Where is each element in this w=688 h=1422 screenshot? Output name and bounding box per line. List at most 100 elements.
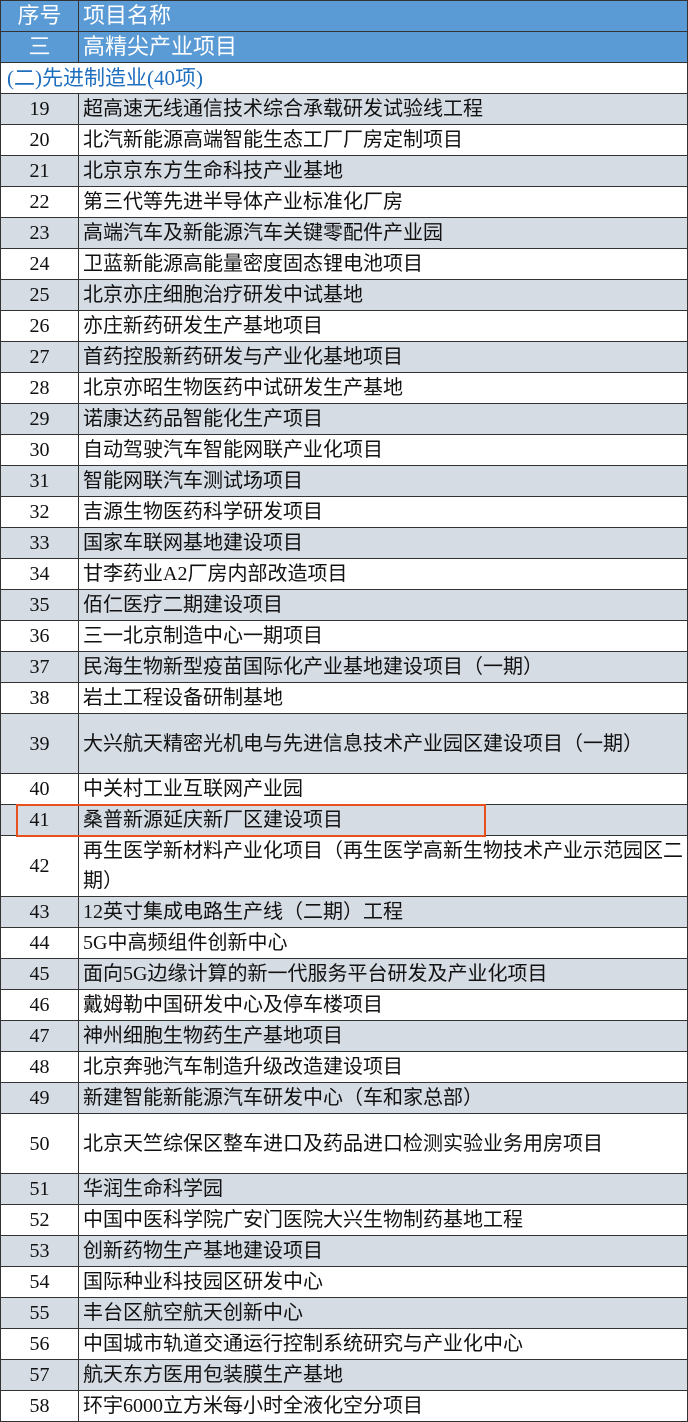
row-num: 35 — [0, 589, 79, 621]
row-name: 亦庄新药研发生产基地项目 — [78, 310, 688, 342]
category-row: 三 高精尖产业项目 — [0, 31, 688, 63]
table-row: 31 智能网联汽车测试场项目 — [0, 465, 688, 497]
row-name: 北汽新能源高端智能生态工厂厂房定制项目 — [78, 124, 688, 156]
row-name: 12英寸集成电路生产线（二期）工程 — [78, 896, 688, 928]
row-name: 北京亦庄细胞治疗研发中试基地 — [78, 279, 688, 311]
row-name: 自动驾驶汽车智能网联产业化项目 — [78, 434, 688, 466]
row-num: 47 — [0, 1020, 79, 1052]
row-num: 51 — [0, 1173, 79, 1205]
table-row: 51 华润生命科学园 — [0, 1173, 688, 1205]
table-row: 29 诺康达药品智能化生产项目 — [0, 403, 688, 435]
table-row: 28 北京亦昭生物医药中试研发生产基地 — [0, 372, 688, 404]
row-name: 北京天竺综保区整车进口及药品进口检测实验业务用房项目 — [78, 1113, 688, 1174]
row-name: 诺康达药品智能化生产项目 — [78, 403, 688, 435]
table-row: 41 桑普新源延庆新厂区建设项目 — [0, 804, 688, 836]
row-name: 吉源生物医药科学研发项目 — [78, 496, 688, 528]
row-name: 神州细胞生物药生产基地项目 — [78, 1020, 688, 1052]
table-row: 32 吉源生物医药科学研发项目 — [0, 496, 688, 528]
row-num: 48 — [0, 1051, 79, 1083]
table-row: 27 首药控股新药研发与产业化基地项目 — [0, 341, 688, 373]
row-num: 19 — [0, 93, 79, 125]
row-name: 新建智能新能源汽车研发中心（车和家总部） — [78, 1082, 688, 1114]
row-num: 38 — [0, 682, 79, 714]
row-name: 超高速无线通信技术综合承载研发试验线工程 — [78, 93, 688, 125]
header-name: 项目名称 — [78, 0, 688, 32]
row-num: 21 — [0, 155, 79, 187]
table-row: 23 高端汽车及新能源汽车关键零配件产业园 — [0, 217, 688, 249]
table-row: 45 面向5G边缘计算的新一代服务平台研发及产业化项目 — [0, 958, 688, 990]
table-row: 49 新建智能新能源汽车研发中心（车和家总部） — [0, 1082, 688, 1114]
row-name: 民海生物新型疫苗国际化产业基地建设项目（一期） — [78, 651, 688, 683]
row-num: 27 — [0, 341, 79, 373]
row-name: 丰台区航空航天创新中心 — [78, 1297, 688, 1329]
table-row: 36 三一北京制造中心一期项目 — [0, 620, 688, 652]
table-row: 33 国家车联网基地建设项目 — [0, 527, 688, 559]
table-row: 19 超高速无线通信技术综合承载研发试验线工程 — [0, 93, 688, 125]
row-name: 5G中高频组件创新中心 — [78, 927, 688, 959]
table-row: 57 航天东方医用包装膜生产基地 — [0, 1359, 688, 1391]
row-num: 34 — [0, 558, 79, 590]
row-num: 49 — [0, 1082, 79, 1114]
row-name: 卫蓝新能源高能量密度固态锂电池项目 — [78, 248, 688, 280]
row-num: 37 — [0, 651, 79, 683]
table-row: 40 中关村工业互联网产业园 — [0, 773, 688, 805]
table-row: 24 卫蓝新能源高能量密度固态锂电池项目 — [0, 248, 688, 280]
table-row: 39 大兴航天精密光机电与先进信息技术产业园区建设项目（一期） — [0, 713, 688, 774]
table-row: 26 亦庄新药研发生产基地项目 — [0, 310, 688, 342]
row-num: 29 — [0, 403, 79, 435]
table-row: 46 戴姆勒中国研发中心及停车楼项目 — [0, 989, 688, 1021]
table-row: 53 创新药物生产基地建设项目 — [0, 1235, 688, 1267]
table-row: 21 北京京东方生命科技产业基地 — [0, 155, 688, 187]
row-num: 57 — [0, 1359, 79, 1391]
row-num: 50 — [0, 1113, 79, 1174]
table-row: 52 中国中医科学院广安门医院大兴生物制药基地工程 — [0, 1204, 688, 1236]
row-name: 面向5G边缘计算的新一代服务平台研发及产业化项目 — [78, 958, 688, 990]
table-row: 22 第三代等先进半导体产业标准化厂房 — [0, 186, 688, 218]
table-row: 34 甘李药业A2厂房内部改造项目 — [0, 558, 688, 590]
row-name: 大兴航天精密光机电与先进信息技术产业园区建设项目（一期） — [78, 713, 688, 774]
row-num: 53 — [0, 1235, 79, 1267]
row-num: 43 — [0, 896, 79, 928]
row-name: 佰仁医疗二期建设项目 — [78, 589, 688, 621]
row-name: 环宇6000立方米每小时全液化空分项目 — [78, 1390, 688, 1422]
row-num: 56 — [0, 1328, 79, 1360]
header-row: 序号 项目名称 — [0, 0, 688, 32]
table-row: 50 北京天竺综保区整车进口及药品进口检测实验业务用房项目 — [0, 1113, 688, 1174]
table-row: 47 神州细胞生物药生产基地项目 — [0, 1020, 688, 1052]
category-name: 高精尖产业项目 — [78, 31, 688, 63]
row-num: 33 — [0, 527, 79, 559]
row-name: 桑普新源延庆新厂区建设项目 — [78, 804, 688, 836]
row-num: 20 — [0, 124, 79, 156]
table-row: 54 国际种业科技园区研发中心 — [0, 1266, 688, 1298]
row-num: 46 — [0, 989, 79, 1021]
row-num: 26 — [0, 310, 79, 342]
row-num: 32 — [0, 496, 79, 528]
row-num: 58 — [0, 1390, 79, 1422]
row-num: 44 — [0, 927, 79, 959]
row-name: 智能网联汽车测试场项目 — [78, 465, 688, 497]
row-name: 航天东方医用包装膜生产基地 — [78, 1359, 688, 1391]
category-num: 三 — [0, 31, 79, 63]
header-num: 序号 — [0, 0, 79, 32]
table-row: 55 丰台区航空航天创新中心 — [0, 1297, 688, 1329]
row-name: 三一北京制造中心一期项目 — [78, 620, 688, 652]
row-name: 北京奔驰汽车制造升级改造建设项目 — [78, 1051, 688, 1083]
row-num: 39 — [0, 713, 79, 774]
row-num: 36 — [0, 620, 79, 652]
table-row: 56 中国城市轨道交通运行控制系统研究与产业化中心 — [0, 1328, 688, 1360]
row-name: 中国城市轨道交通运行控制系统研究与产业化中心 — [78, 1328, 688, 1360]
table-row: 44 5G中高频组件创新中心 — [0, 927, 688, 959]
row-num: 52 — [0, 1204, 79, 1236]
row-name: 创新药物生产基地建设项目 — [78, 1235, 688, 1267]
table-row: 58 环宇6000立方米每小时全液化空分项目 — [0, 1390, 688, 1422]
row-num: 25 — [0, 279, 79, 311]
row-name: 再生医学新材料产业化项目（再生医学高新生物技术产业示范园区二期） — [78, 835, 688, 897]
section-title: (二)先进制造业(40项) — [0, 62, 688, 94]
row-num: 55 — [0, 1297, 79, 1329]
row-num: 45 — [0, 958, 79, 990]
row-name: 北京亦昭生物医药中试研发生产基地 — [78, 372, 688, 404]
row-num: 24 — [0, 248, 79, 280]
row-name: 戴姆勒中国研发中心及停车楼项目 — [78, 989, 688, 1021]
row-num: 22 — [0, 186, 79, 218]
row-num: 28 — [0, 372, 79, 404]
